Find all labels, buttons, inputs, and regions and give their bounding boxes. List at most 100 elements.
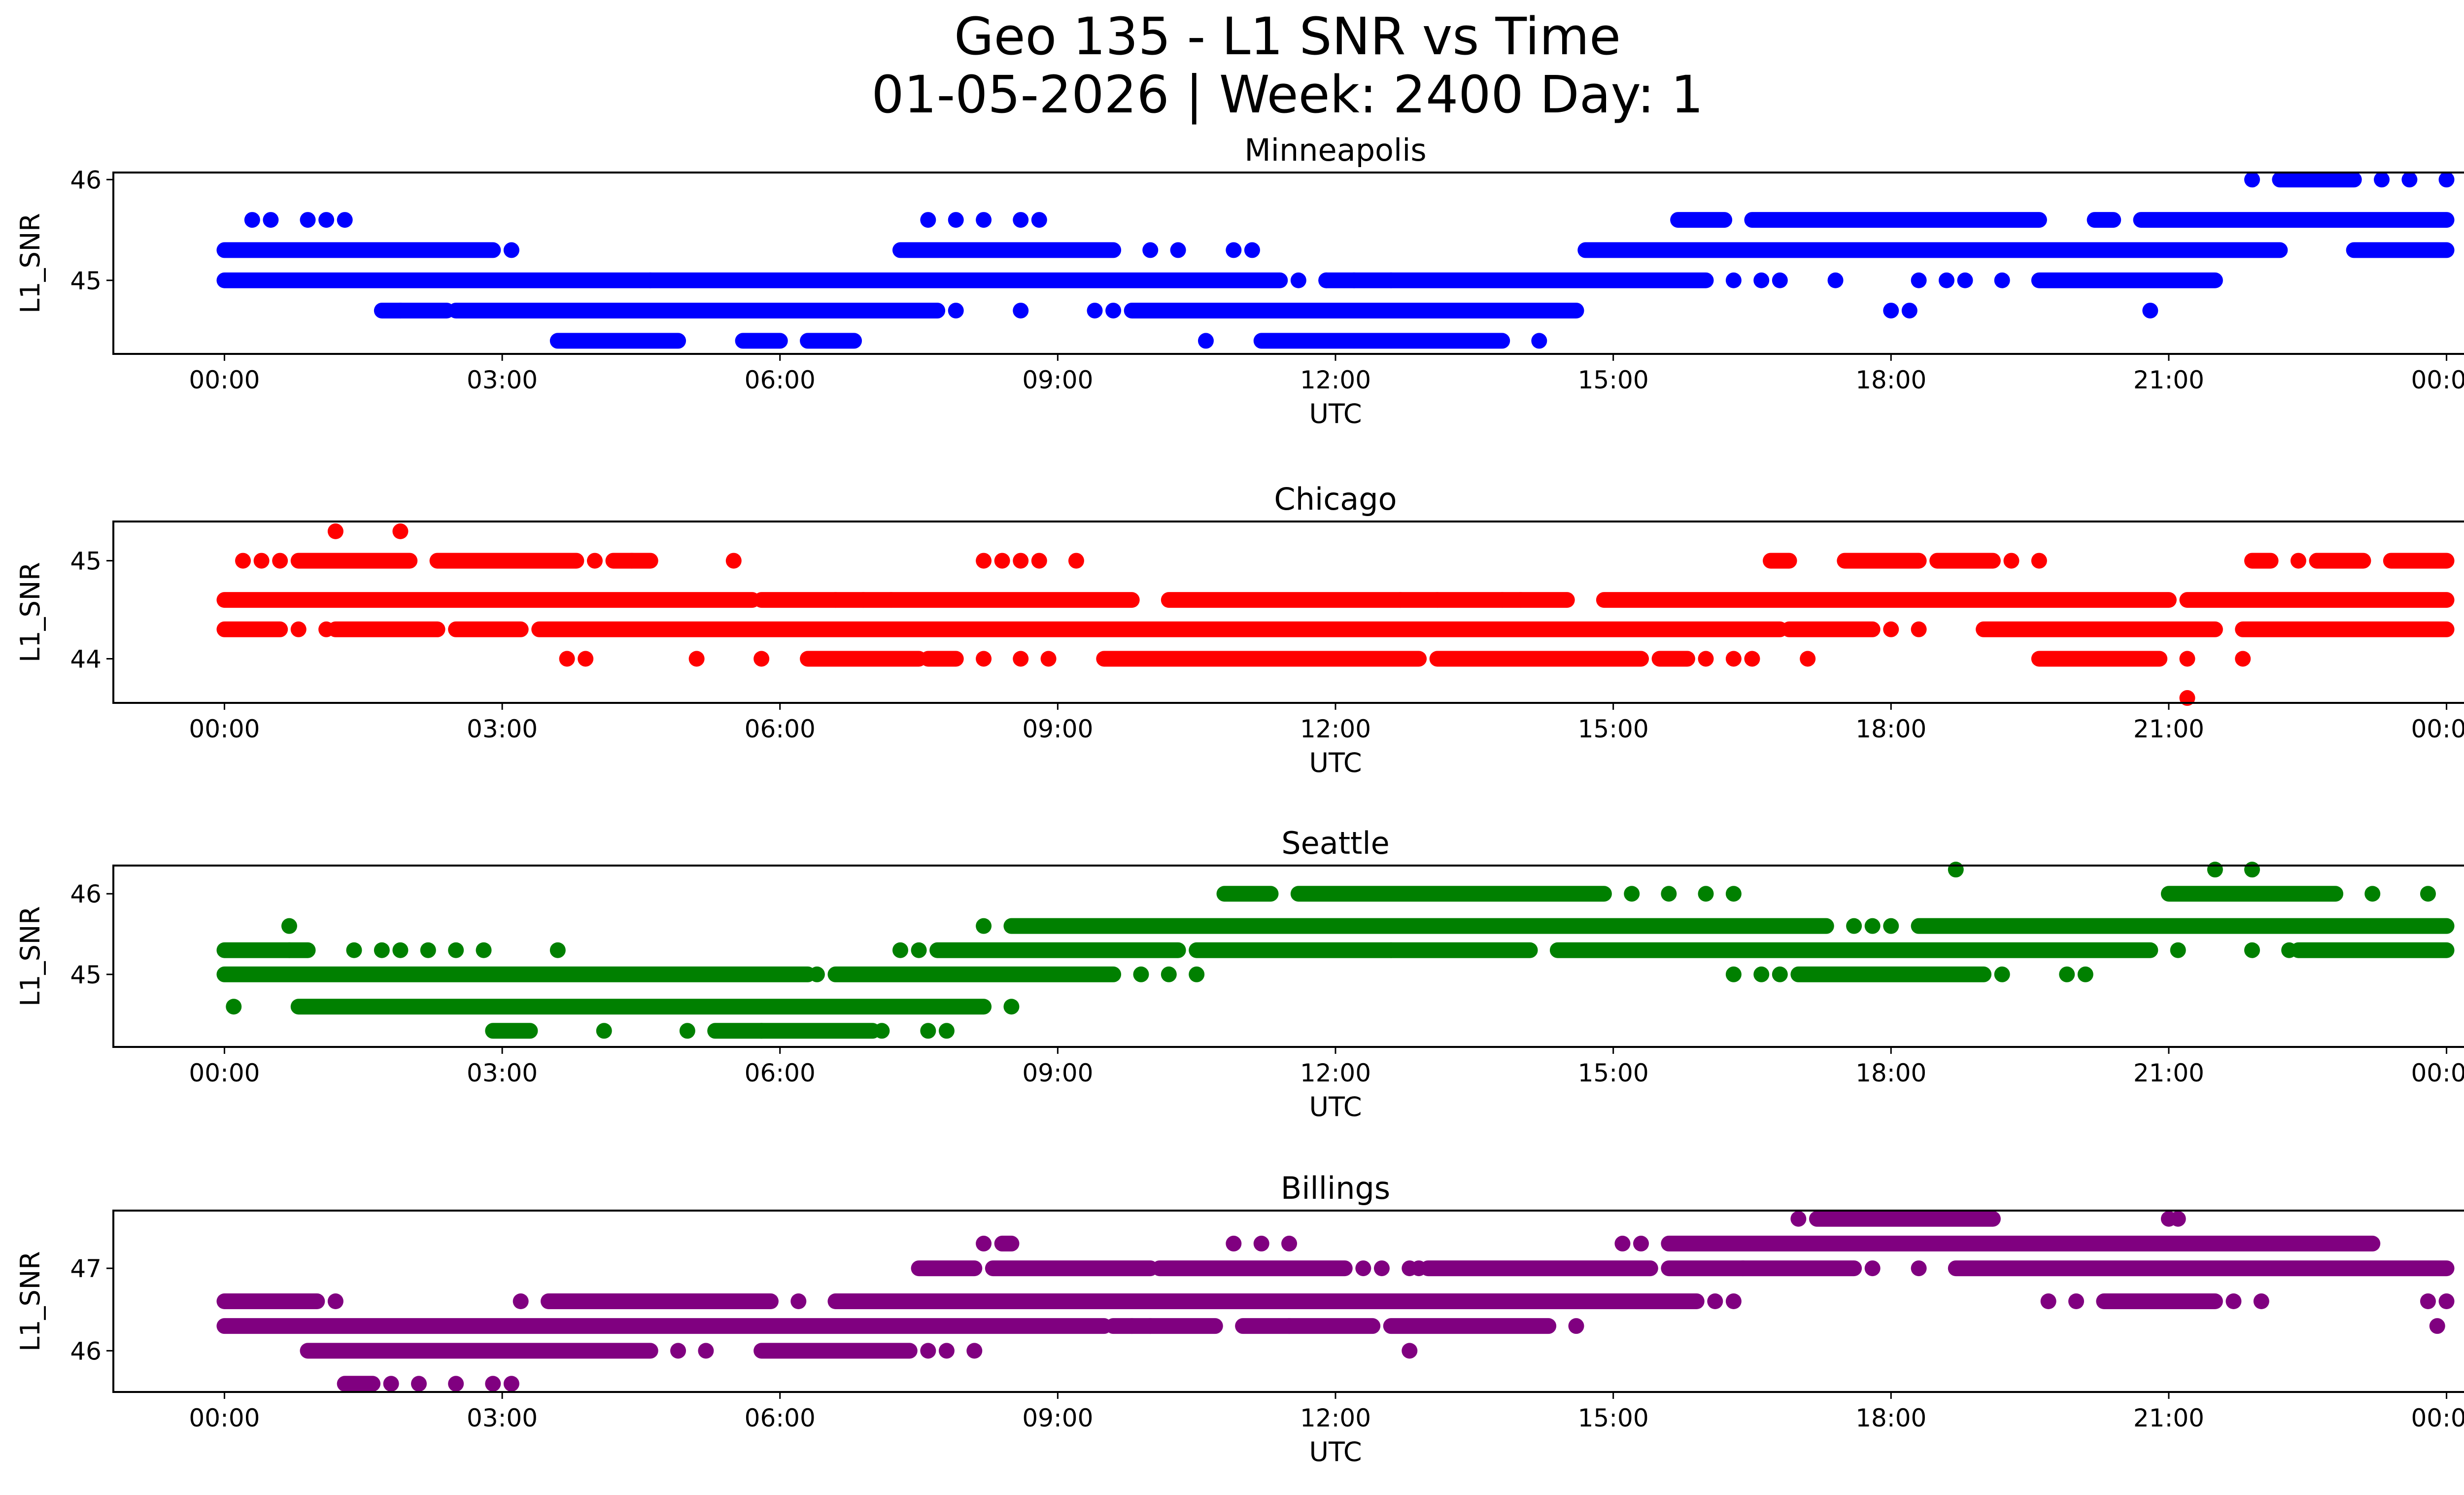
data-point: [1753, 272, 1770, 288]
data-point: [1281, 1318, 1298, 1334]
data-point: [976, 651, 992, 667]
data-point: [1429, 592, 1445, 608]
data-point: [374, 942, 390, 958]
x-tick-label: 03:00: [467, 1404, 538, 1432]
x-tick-label: 12:00: [1300, 366, 1371, 394]
data-point: [1864, 1260, 1881, 1277]
data-point: [688, 651, 705, 667]
data-point: [2003, 553, 2019, 569]
data-point: [1735, 1260, 1751, 1277]
data-point: [1883, 621, 1899, 637]
data-point: [1568, 1318, 1584, 1334]
x-tick-label: 00:00: [189, 1404, 260, 1432]
data-point: [753, 1023, 770, 1039]
x-tick-label: 21:00: [2133, 366, 2204, 394]
data-point: [1753, 966, 1770, 982]
data-point: [892, 942, 908, 958]
x-tick-label: 03:00: [467, 715, 538, 743]
x-tick-label: 00:00: [2411, 366, 2464, 394]
subplot-chicago: Chicago 00:00 03:00 06:00 09:00 12:00 15:00 18:…: [15, 481, 2464, 778]
data-point: [698, 1343, 714, 1359]
data-point: [2040, 1293, 2056, 1309]
subplot-title: Seattle: [1281, 825, 1389, 861]
x-tick-label: 09:00: [1022, 366, 1093, 394]
data-point: [1772, 272, 1788, 288]
data-point: [2207, 862, 2223, 878]
data-point: [994, 553, 1010, 569]
x-tick-label: 21:00: [2133, 1404, 2204, 1432]
scatter-series: [216, 1211, 2455, 1392]
x-tick-label: 18:00: [1855, 1059, 1926, 1087]
data-point: [476, 942, 492, 958]
data-point: [318, 621, 335, 637]
data-point: [1725, 886, 1742, 902]
data-point: [2077, 966, 2093, 982]
data-point: [1790, 1211, 1807, 1227]
data-point: [1994, 272, 2010, 288]
x-tick-label: 09:00: [1022, 1059, 1093, 1087]
data-point: [1698, 886, 1714, 902]
data-point: [864, 1293, 881, 1309]
data-point: [725, 553, 742, 569]
data-point: [1318, 272, 1335, 288]
x-tick-label: 06:00: [745, 715, 816, 743]
data-point: [911, 942, 927, 958]
data-point: [2438, 172, 2455, 188]
data-point: [1633, 1235, 1649, 1252]
data-point: [411, 1376, 427, 1392]
data-point: [263, 212, 279, 228]
y-tick-label: 46: [70, 1337, 102, 1365]
x-tick-label: 18:00: [1855, 1404, 1926, 1432]
data-point: [1392, 592, 1408, 608]
x-tick-label: 06:00: [745, 1059, 816, 1087]
axes-frame: [112, 521, 2464, 704]
subplot-title: Chicago: [1274, 481, 1397, 517]
data-point: [235, 553, 251, 569]
data-point: [337, 212, 353, 228]
data-point: [2170, 942, 2186, 958]
data-point: [1189, 966, 1205, 982]
data-point: [1170, 242, 1186, 258]
data-point: [1911, 1260, 1927, 1277]
y-tick-label: 45: [70, 267, 102, 295]
subplot-title: Minneapolis: [1244, 132, 1427, 168]
x-tick-label: 12:00: [1300, 715, 1371, 743]
data-point: [1383, 272, 1399, 288]
data-point: [226, 999, 242, 1015]
data-point: [1068, 553, 1084, 569]
data-point: [790, 1293, 807, 1309]
x-tick-label: 00:00: [189, 715, 260, 743]
data-point: [966, 1343, 983, 1359]
data-point: [448, 942, 464, 958]
data-point: [1725, 651, 1742, 667]
y-tick-label: 45: [70, 961, 102, 989]
data-point: [809, 966, 825, 982]
data-point: [2290, 553, 2306, 569]
data-point: [327, 523, 343, 539]
data-point: [976, 553, 992, 569]
data-point: [948, 212, 964, 228]
data-point: [1911, 272, 1927, 288]
data-point: [2031, 553, 2047, 569]
scatter-series: [216, 862, 2455, 1039]
data-point: [300, 212, 316, 228]
data-point: [1087, 303, 1103, 319]
data-point: [1161, 966, 1177, 982]
data-point: [1883, 918, 1899, 934]
data-point: [392, 303, 409, 319]
data-point: [1846, 918, 1862, 934]
data-point: [1939, 272, 1954, 288]
data-point: [1707, 1293, 1723, 1309]
data-point: [855, 592, 871, 608]
data-point: [670, 1343, 686, 1359]
x-tick-label: 12:00: [1300, 1404, 1371, 1432]
data-point: [485, 1376, 501, 1392]
data-point: [753, 651, 770, 667]
x-tick-label: 03:00: [467, 1059, 538, 1087]
figure-title-line2: 01-05-2026 | Week: 2400 Day: 1: [871, 65, 1704, 125]
data-point: [1994, 966, 2010, 982]
data-point: [1883, 303, 1899, 319]
data-point: [2364, 886, 2381, 902]
data-point: [1226, 1235, 1242, 1252]
data-point: [383, 1376, 399, 1392]
